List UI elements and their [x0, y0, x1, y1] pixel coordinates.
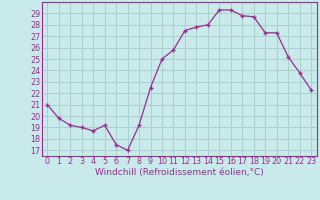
X-axis label: Windchill (Refroidissement éolien,°C): Windchill (Refroidissement éolien,°C)	[95, 168, 264, 177]
